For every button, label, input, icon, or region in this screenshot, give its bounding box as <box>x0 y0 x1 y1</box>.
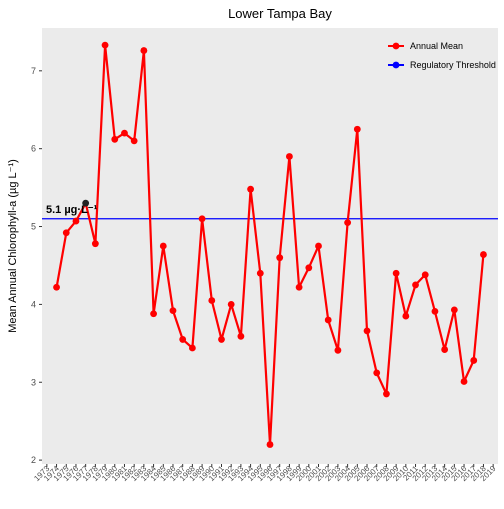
y-axis: 2 3 4 5 6 7 <box>31 66 42 465</box>
threshold-annotation: 5.1 µg·L⁻¹ <box>46 204 98 216</box>
data-point <box>334 346 342 354</box>
data-point <box>383 390 390 398</box>
plot-panel <box>42 28 498 464</box>
data-point <box>188 344 196 352</box>
y-tick-label: 6 <box>31 144 36 154</box>
legend-key-point <box>392 61 400 69</box>
data-point <box>53 283 60 291</box>
data-point <box>276 254 284 262</box>
data-point <box>72 217 80 225</box>
data-point <box>402 312 410 320</box>
data-point <box>344 219 352 227</box>
data-point <box>286 153 293 160</box>
data-point <box>208 297 216 304</box>
data-point <box>227 300 235 308</box>
data-point <box>421 271 429 279</box>
y-tick-label: 5 <box>31 222 36 232</box>
data-point <box>218 336 225 343</box>
data-point <box>431 308 439 315</box>
legend: Annual Mean Regulatory Threshold <box>388 41 496 70</box>
data-point <box>373 369 381 377</box>
data-point <box>150 310 157 318</box>
data-point <box>111 135 119 143</box>
data-point <box>480 251 487 258</box>
data-point <box>91 240 99 248</box>
legend-label: Regulatory Threshold <box>410 60 496 70</box>
y-tick-label: 4 <box>31 299 36 309</box>
data-point <box>121 129 128 137</box>
data-point <box>62 229 70 237</box>
data-point <box>130 137 138 145</box>
data-point <box>247 185 254 193</box>
data-point <box>198 215 206 223</box>
data-point <box>140 47 148 54</box>
data-point <box>470 357 478 364</box>
data-point <box>412 281 419 289</box>
data-point <box>363 327 371 335</box>
y-tick-label: 3 <box>31 377 36 387</box>
data-point <box>101 41 109 49</box>
y-tick-label: 2 <box>31 455 36 465</box>
data-point <box>441 346 449 353</box>
y-axis-title: Mean Annual Chlorophyll-a (µg L⁻¹) <box>7 159 19 333</box>
data-point <box>179 336 187 343</box>
data-point <box>82 199 90 207</box>
data-point <box>392 269 400 277</box>
data-point <box>256 269 264 277</box>
data-point <box>324 316 332 324</box>
data-point <box>237 332 245 340</box>
data-point <box>169 307 177 315</box>
series-layer <box>42 41 498 448</box>
data-point <box>159 242 167 250</box>
data-point <box>460 378 468 385</box>
legend-key-point <box>392 42 400 50</box>
data-point <box>305 264 313 272</box>
data-point <box>450 306 458 314</box>
data-point <box>353 125 361 133</box>
data-point <box>295 283 303 291</box>
y-tick-label: 7 <box>31 66 36 76</box>
chart-title: Lower Tampa Bay <box>228 6 332 21</box>
legend-label: Annual Mean <box>410 41 463 51</box>
data-point <box>315 242 322 250</box>
x-axis: 1973197419751976197719781979198019811982… <box>32 464 498 483</box>
data-point <box>266 441 274 448</box>
